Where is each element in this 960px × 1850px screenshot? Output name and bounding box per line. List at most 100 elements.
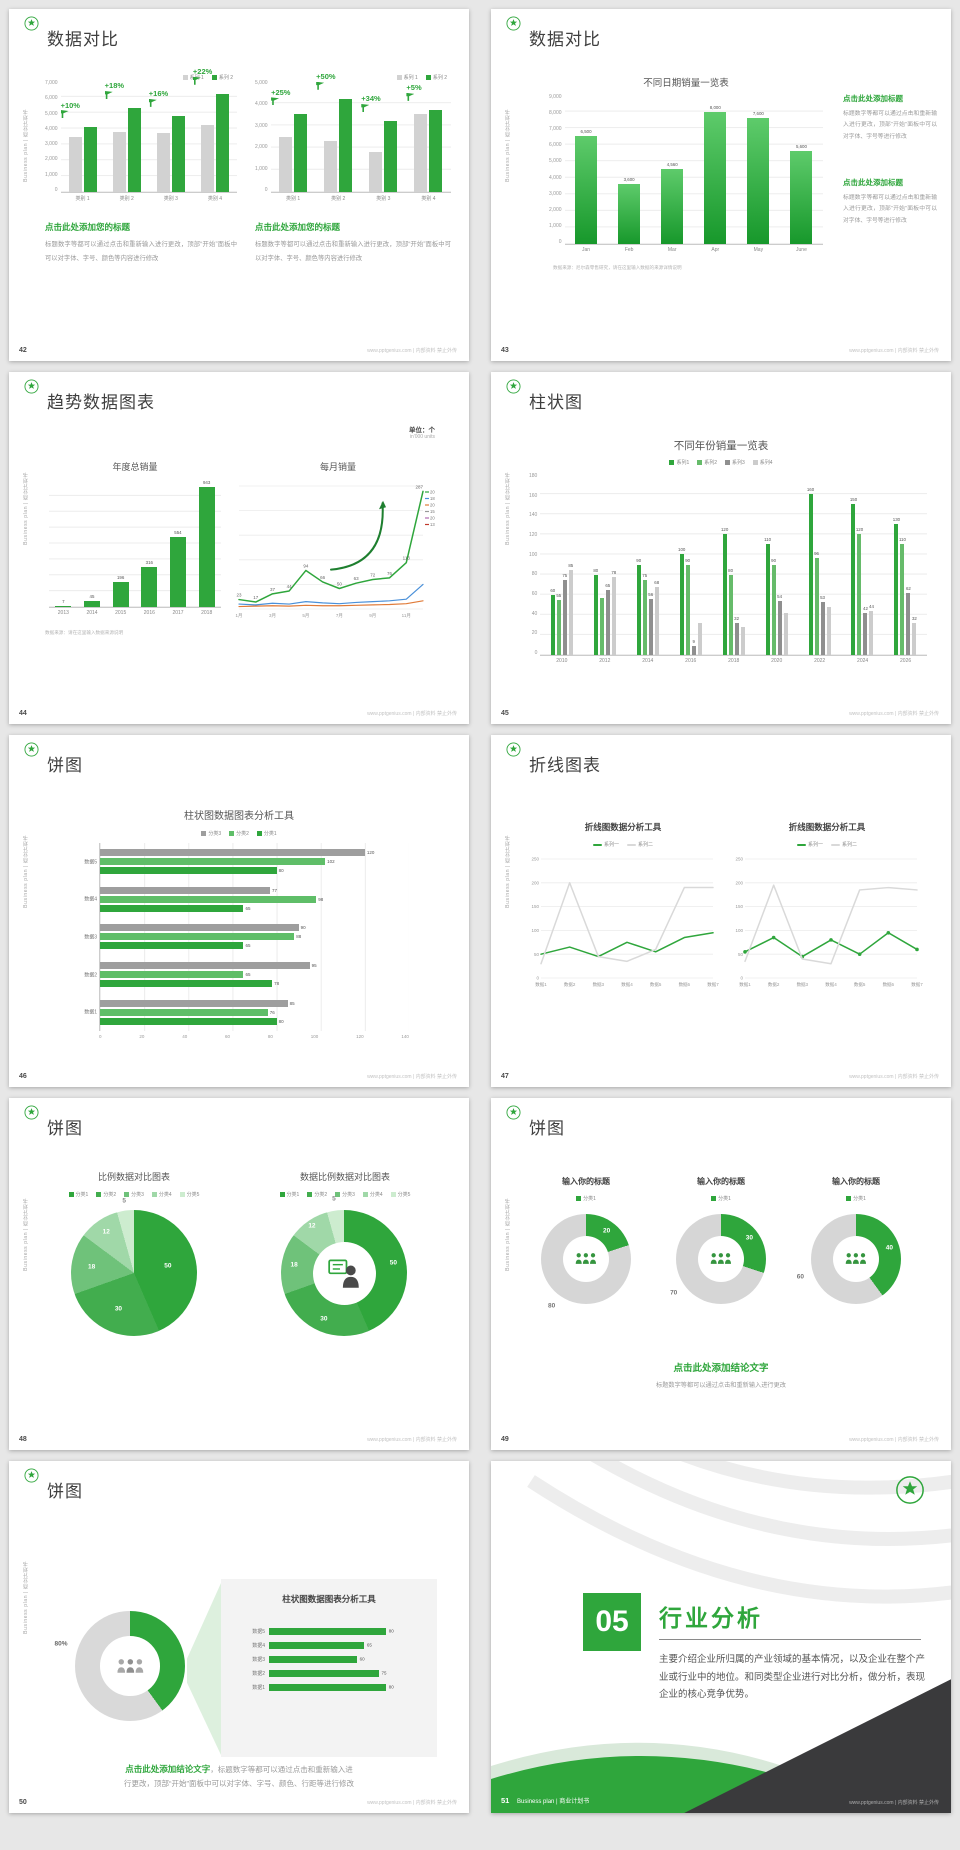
donut-chart: 40 60 — [797, 1214, 901, 1304]
logo-icon — [506, 742, 521, 757]
chart-legend: 分类1 — [789, 1192, 923, 1202]
svg-text:287: 287 — [415, 484, 423, 489]
block-body: 标题数字等都可以通过点击和重新输入进行更改，顶部“开始”面板中可以对字体、字号等… — [843, 111, 937, 140]
footer-note: www.pptgenius.com | 内部资料 禁止外传 — [367, 348, 457, 354]
slide-title: 饼图 — [529, 1119, 565, 1138]
chart-title: 输入你的标题 — [832, 1177, 880, 1186]
svg-text:50: 50 — [738, 952, 744, 957]
page-number: 42 — [19, 347, 27, 354]
svg-text:数据3: 数据3 — [797, 981, 809, 988]
chart-title: 输入你的标题 — [562, 1177, 610, 1186]
svg-text:0: 0 — [740, 976, 743, 981]
line-chart: 250 200 150 100 50 0 数据1 数据2 数据3 数据4 数据5 数据6 数据7 — [525, 851, 721, 989]
page-number: 45 — [501, 710, 509, 717]
sidebar-vertical-text: Business plan | 商业计划书 — [23, 109, 29, 182]
footer-note: www.pptgenius.com | 内部资料 禁止外传 — [367, 1437, 457, 1443]
slide-title: 饼图 — [47, 1119, 83, 1138]
slide-42[interactable]: Business plan | 商业计划书 数据对比 系列 1系列 2 7,00… — [9, 9, 469, 361]
footer-left: 51 Business plan | 商业计划书 — [501, 1796, 589, 1805]
slide-title: 柱状图 — [529, 393, 583, 412]
logo-icon — [506, 1105, 521, 1120]
svg-text:44: 44 — [287, 584, 293, 589]
svg-text:17: 17 — [253, 595, 259, 600]
sidebar-vertical-text: Business plan | 商业计划书 — [23, 472, 29, 545]
mini-bar-chart: 数据5 80 数据4 65 数据3 60 数据2 75 数据1 80 — [252, 1627, 394, 1691]
svg-text:20: 20 — [430, 516, 435, 521]
svg-text:数据4: 数据4 — [825, 981, 837, 988]
footer-note: www.pptgenius.com | 内部资料 禁止外传 — [849, 348, 939, 354]
chart-block-right: 系列 1 系列 2 5,000 4,000 3,000 2,000 1,000 0 +25% +… — [255, 71, 451, 203]
footer-note: www.pptgenius.com | 内部资料 禁止外传 — [367, 1074, 457, 1080]
bar-chart: 9,000 8,000 7,000 6,000 5,000 4,000 3,000 2,000… — [549, 95, 823, 255]
page-number: 44 — [19, 710, 27, 717]
slide-47[interactable]: Business plan | 商业计划书 折线图表 折线图数据分析工具 系列一… — [491, 735, 951, 1087]
section-body: 主要介绍企业所归属的产业领域的基本情况，以及企业在整个产业或行业中的地位。和同类… — [659, 1654, 926, 1701]
page-number: 46 — [19, 1073, 27, 1080]
conclusion-text: 行更改，顶部“开始”面板中可以对字体、字号、颜色、行距等进行修改 — [124, 1779, 354, 1789]
footer-note: www.pptgenius.com | 内部资料 禁止外传 — [849, 1074, 939, 1080]
svg-text:5月: 5月 — [302, 613, 309, 619]
svg-text:11月: 11月 — [402, 613, 411, 619]
conclusion-heading: 点击此处添加结论文字 — [673, 1363, 769, 1374]
sidebar-vertical-text: Business plan | 商业计划书 — [505, 1198, 511, 1271]
svg-text:数据1: 数据1 — [535, 981, 547, 988]
logo-icon — [24, 1105, 39, 1120]
slide-43[interactable]: Business plan | 商业计划书 数据对比 不同日期销量一览表 9,0… — [491, 9, 951, 361]
sidebar-vertical-text: Business plan | 商业计划书 — [23, 1198, 29, 1271]
slide-44[interactable]: Business plan | 商业计划书 趋势数据图表 单位：个 in'000… — [9, 372, 469, 724]
chart-title: 折线图数据分析工具 — [584, 822, 662, 832]
donut-chart: 20 80 — [541, 1214, 631, 1310]
slide-51[interactable]: 05 行业分析 主要介绍企业所归属的产业领域的基本情况，以及企业在整个产业或行业… — [491, 1461, 951, 1813]
block-heading: 点击此处添加您的标题 — [45, 222, 131, 232]
block-body: 标题数字等都可以通过点击和重新输入进行更改，顶部“开始”面板中可以对字体、字号等… — [843, 195, 937, 224]
grouped-bar-chart: 7,000 6,000 5,000 4,000 3,000 2,000 1,000 0 +10%… — [45, 68, 237, 203]
pie-chart: 50 30 18 12 5 — [71, 1198, 197, 1336]
slide-title: 数据对比 — [529, 30, 601, 49]
line-chart: 250 200 150 100 50 0 数据1 数据2 数据3 数据4 数据5 数据6 数据7 — [729, 851, 925, 989]
footer-note: www.pptgenius.com | 内部资料 禁止外传 — [849, 1437, 939, 1443]
section-number: 05 — [583, 1593, 641, 1651]
block-body: 标题数字等都可以通过点击和重新输入进行更改，顶部“开始”面板中可以对字体、字号、… — [255, 241, 451, 262]
svg-text:94: 94 — [303, 563, 309, 568]
chart-title: 输入你的标题 — [697, 1177, 745, 1186]
svg-text:150: 150 — [531, 904, 539, 909]
slide-49[interactable]: Business plan | 商业计划书 饼图 输入你的标题 分类1 20 80… — [491, 1098, 951, 1450]
logo-icon — [24, 742, 39, 757]
svg-text:数据5: 数据5 — [650, 981, 662, 988]
chart-legend: 分类1 分类2 分类3 分类4 分类5 — [29, 1188, 239, 1198]
slide-48[interactable]: Business plan | 商业计划书 饼图 比例数据对比图表 分类1 分类2… — [9, 1098, 469, 1450]
detail-panel: 柱状图数据图表分析工具 数据5 80 数据4 65 数据3 60 数据2 75 数据1 80 — [221, 1579, 437, 1757]
svg-text:20: 20 — [430, 490, 435, 495]
svg-text:数据1: 数据1 — [739, 981, 751, 988]
page-number: 51 — [501, 1796, 510, 1805]
block-heading: 点击此处添加您的标题 — [255, 222, 341, 232]
sidebar-vertical-text: Business plan | 商业计划书 — [505, 472, 511, 545]
slide-title: 趋势数据图表 — [47, 393, 155, 412]
svg-text:250: 250 — [735, 857, 743, 862]
svg-text:数据2: 数据2 — [564, 981, 576, 988]
svg-text:50: 50 — [534, 952, 540, 957]
footer-label: Business plan | 商业计划书 — [517, 1799, 590, 1805]
section-title: 行业分析 — [659, 1605, 763, 1631]
logo-icon — [24, 16, 39, 31]
svg-text:3月: 3月 — [269, 613, 276, 619]
footer-note: www.pptgenius.com | 内部资料 禁止外传 — [367, 1800, 457, 1806]
conclusion-sub: 标题数字等都可以通过点击和重新输入进行更改 — [656, 1382, 786, 1389]
slide-45[interactable]: Business plan | 商业计划书 柱状图 不同年份销量一览表 系列1 系… — [491, 372, 951, 724]
chart-title: 每月销量 — [319, 462, 356, 472]
unit-label: 单位：个 — [409, 427, 435, 434]
svg-text:7月: 7月 — [336, 613, 343, 619]
chart-legend: 分类1 — [654, 1192, 788, 1202]
slide-46[interactable]: Business plan | 商业计划书 饼图 柱状图数据图表分析工具 分类3… — [9, 735, 469, 1087]
conclusion-text: ，标题数字等都可以通过点击和重新输入进 — [210, 1765, 353, 1774]
svg-text:数据6: 数据6 — [883, 981, 895, 988]
chart-title: 不同年份销量一览表 — [673, 440, 769, 452]
donut-chart: 20%80% — [54, 1611, 206, 1721]
sidebar-vertical-text: Business plan | 商业计划书 — [505, 109, 511, 182]
slide-50[interactable]: Business plan | 商业计划书 饼图 20%80% 柱状图数据图表分… — [9, 1461, 469, 1813]
chart-title: 数据比例数据对比图表 — [299, 1172, 390, 1182]
svg-text:76: 76 — [387, 571, 393, 576]
logo-icon — [506, 16, 521, 31]
